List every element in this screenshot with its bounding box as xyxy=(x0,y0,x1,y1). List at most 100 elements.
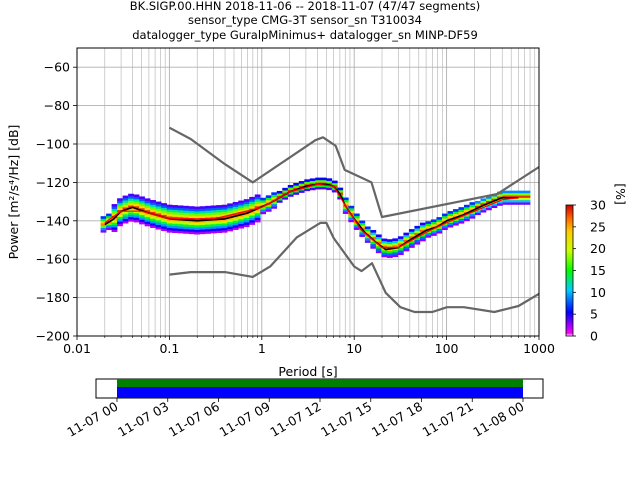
heat-cell xyxy=(210,214,217,218)
heat-cell xyxy=(392,252,399,255)
heat-cell xyxy=(133,199,140,202)
heat-cell xyxy=(232,201,239,205)
heat-cell xyxy=(243,210,250,214)
heat-cell xyxy=(100,225,107,229)
heat-cell xyxy=(155,203,162,207)
heat-cell xyxy=(161,226,167,229)
heat-cell xyxy=(139,221,145,225)
y-tick-label: −200 xyxy=(36,329,70,344)
heat-cell xyxy=(238,205,245,208)
heat-cell xyxy=(326,180,333,184)
heat-cell xyxy=(474,205,481,209)
heat-cell xyxy=(342,197,349,201)
heat-cell xyxy=(243,219,250,223)
heat-cell xyxy=(342,209,349,212)
heat-cell xyxy=(441,218,448,221)
heat-cell xyxy=(150,225,156,228)
plot-frame xyxy=(76,47,540,337)
heat-cell xyxy=(331,180,338,184)
heat-cell xyxy=(282,187,289,191)
heat-cell xyxy=(381,252,388,255)
heat-cell xyxy=(150,213,156,217)
heat-cell xyxy=(386,253,393,256)
heat-cell xyxy=(216,205,223,208)
heat-cell xyxy=(249,219,256,223)
heat-cell xyxy=(106,213,112,217)
heat-cell xyxy=(128,205,134,208)
heat-cell xyxy=(497,203,503,206)
heat-cell xyxy=(216,209,223,213)
heat-cell xyxy=(265,197,272,201)
x-tick-label: 1000 xyxy=(523,341,555,356)
heat-cell xyxy=(221,225,228,229)
heat-cell xyxy=(194,215,200,219)
heat-cell xyxy=(425,221,432,224)
heat-cell xyxy=(315,184,322,188)
heat-cell xyxy=(122,195,129,199)
heat-cell xyxy=(485,196,492,199)
heat-cell xyxy=(122,204,129,208)
heat-cell xyxy=(111,208,118,212)
heat-cell xyxy=(194,213,200,217)
heat-cell xyxy=(238,216,245,220)
heat-cell xyxy=(249,199,256,202)
heat-cell xyxy=(144,223,151,227)
heat-cell xyxy=(150,206,156,210)
heat-cell xyxy=(254,203,261,207)
heat-cell xyxy=(430,230,437,234)
heat-cell xyxy=(221,209,228,212)
heat-cell xyxy=(326,178,333,181)
plot-background xyxy=(77,48,539,336)
heat-cell xyxy=(436,217,443,220)
heat-cell xyxy=(232,218,239,221)
heat-cell xyxy=(249,201,256,205)
heat-cell xyxy=(359,222,366,226)
heat-cell xyxy=(397,238,404,242)
heat-cell xyxy=(199,210,206,214)
heat-cell xyxy=(452,222,459,226)
heat-cell xyxy=(128,216,134,220)
heat-cell xyxy=(117,198,123,201)
heat-cell xyxy=(397,243,404,246)
heat-cell xyxy=(199,208,206,212)
heat-cell xyxy=(249,217,256,221)
heat-cell xyxy=(210,212,217,215)
heat-cell xyxy=(254,210,261,214)
heat-cell xyxy=(298,181,305,184)
heat-cell xyxy=(205,212,212,216)
heat-cell xyxy=(474,212,481,216)
heat-cell xyxy=(508,192,514,196)
heat-cell xyxy=(232,215,239,219)
heat-cell xyxy=(331,189,338,193)
heat-cell xyxy=(271,201,278,205)
heat-cell xyxy=(403,237,410,240)
heat-cell xyxy=(155,220,162,223)
heat-cell xyxy=(309,187,316,191)
heat-cell xyxy=(144,216,151,220)
heat-cell xyxy=(419,222,426,226)
heat-cell xyxy=(381,245,388,249)
time-tick-label: 11-07 18 xyxy=(369,399,425,440)
heat-cell xyxy=(232,211,239,214)
heat-cell xyxy=(216,228,223,231)
heat-cell xyxy=(276,200,283,203)
heat-cell xyxy=(408,233,415,237)
heat-cell xyxy=(403,234,410,238)
heat-cell xyxy=(194,231,200,235)
heat-cell xyxy=(293,189,300,193)
heat-cell xyxy=(497,198,503,202)
heat-cell xyxy=(353,215,360,219)
heat-cell xyxy=(111,224,118,228)
heat-cell xyxy=(122,200,129,203)
heat-cell xyxy=(111,222,118,226)
heat-cell xyxy=(508,202,514,205)
heat-cell xyxy=(408,240,415,244)
heat-cell xyxy=(183,226,189,230)
heat-cell xyxy=(364,228,371,232)
heat-cell xyxy=(403,232,410,236)
heat-cell xyxy=(177,214,184,218)
heat-cell xyxy=(227,214,234,218)
heat-cell xyxy=(205,219,212,223)
heat-cell xyxy=(106,225,112,228)
heat-cell xyxy=(419,224,426,228)
